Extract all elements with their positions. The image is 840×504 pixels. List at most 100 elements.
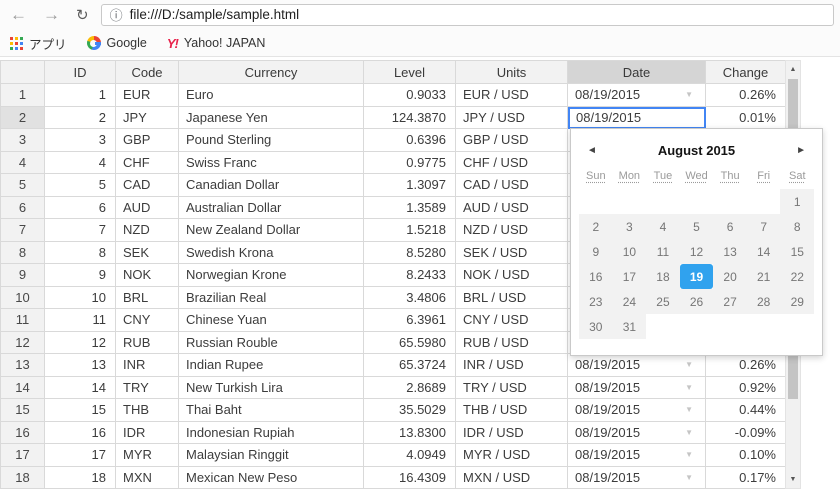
cell-level[interactable]: 2.8689	[364, 376, 456, 399]
cell-level[interactable]: 6.3961	[364, 309, 456, 332]
calendar-day[interactable]: 26	[679, 289, 714, 314]
row-header[interactable]: 6	[1, 196, 45, 219]
cell-code[interactable]: NZD	[116, 219, 179, 242]
cell-units[interactable]: THB / USD	[456, 399, 568, 422]
cell-currency[interactable]: Malaysian Ringgit	[179, 444, 364, 467]
cell-change[interactable]: 0.26%	[706, 354, 786, 377]
cell-currency[interactable]: Norwegian Krone	[179, 264, 364, 287]
cell-level[interactable]: 13.8300	[364, 421, 456, 444]
column-header-id[interactable]: ID	[45, 61, 116, 84]
cell-code[interactable]: CHF	[116, 151, 179, 174]
reload-button[interactable]: ↻	[76, 6, 89, 24]
row-header[interactable]: 1	[1, 84, 45, 107]
cell-date[interactable]: 08/19/2015	[568, 106, 706, 129]
calendar-prev-icon[interactable]: ◄	[587, 145, 597, 156]
cell-units[interactable]: INR / USD	[456, 354, 568, 377]
cell-id[interactable]: 9	[45, 264, 116, 287]
cell-units[interactable]: TRY / USD	[456, 376, 568, 399]
calendar-day[interactable]: 19	[679, 264, 714, 289]
cell-id[interactable]: 6	[45, 196, 116, 219]
cell-code[interactable]: INR	[116, 354, 179, 377]
cell-units[interactable]: CAD / USD	[456, 174, 568, 197]
column-header-change[interactable]: Change	[706, 61, 786, 84]
cell-id[interactable]: 14	[45, 376, 116, 399]
cell-id[interactable]: 16	[45, 421, 116, 444]
row-header[interactable]: 4	[1, 151, 45, 174]
cell-id[interactable]: 4	[45, 151, 116, 174]
cell-id[interactable]: 1	[45, 84, 116, 107]
cell-change[interactable]: 0.92%	[706, 376, 786, 399]
calendar-day[interactable]: 15	[780, 239, 815, 264]
cell-currency[interactable]: Russian Rouble	[179, 331, 364, 354]
dropdown-arrow-icon[interactable]: ▼	[685, 472, 693, 482]
cell-code[interactable]: GBP	[116, 129, 179, 152]
dropdown-arrow-icon[interactable]: ▼	[685, 382, 693, 392]
cell-id[interactable]: 15	[45, 399, 116, 422]
cell-units[interactable]: AUD / USD	[456, 196, 568, 219]
dropdown-arrow-icon[interactable]: ▼	[685, 90, 693, 100]
bookmark-yahoo[interactable]: Y! Yahoo! JAPAN	[167, 36, 266, 51]
cell-id[interactable]: 8	[45, 241, 116, 264]
calendar-day[interactable]: 9	[579, 239, 613, 264]
calendar-day[interactable]: 31	[612, 314, 647, 339]
cell-units[interactable]: SEK / USD	[456, 241, 568, 264]
calendar-day[interactable]: 25	[646, 289, 680, 314]
calendar-day[interactable]: 3	[612, 214, 647, 239]
cell-units[interactable]: CNY / USD	[456, 309, 568, 332]
column-header-level[interactable]: Level	[364, 61, 456, 84]
cell-currency[interactable]: Mexican New Peso	[179, 466, 364, 489]
cell-currency[interactable]: New Zealand Dollar	[179, 219, 364, 242]
calendar-day[interactable]: 16	[579, 264, 613, 289]
cell-currency[interactable]: New Turkish Lira	[179, 376, 364, 399]
cell-change[interactable]: 0.01%	[706, 106, 786, 129]
row-header[interactable]: 5	[1, 174, 45, 197]
column-header-units[interactable]: Units	[456, 61, 568, 84]
calendar-day[interactable]: 22	[780, 264, 815, 289]
cell-code[interactable]: CAD	[116, 174, 179, 197]
row-header[interactable]: 11	[1, 309, 45, 332]
cell-units[interactable]: MYR / USD	[456, 444, 568, 467]
calendar-day[interactable]: 8	[780, 214, 815, 239]
cell-code[interactable]: IDR	[116, 421, 179, 444]
cell-change[interactable]: 0.17%	[706, 466, 786, 489]
cell-currency[interactable]: Thai Baht	[179, 399, 364, 422]
cell-code[interactable]: SEK	[116, 241, 179, 264]
cell-code[interactable]: THB	[116, 399, 179, 422]
calendar-day[interactable]: 6	[713, 214, 747, 239]
row-header[interactable]: 9	[1, 264, 45, 287]
cell-date[interactable]: 08/19/2015 ▼	[568, 376, 706, 399]
cell-level[interactable]: 16.4309	[364, 466, 456, 489]
cell-id[interactable]: 12	[45, 331, 116, 354]
cell-change[interactable]: 0.26%	[706, 84, 786, 107]
row-header[interactable]: 18	[1, 466, 45, 489]
bookmark-apps[interactable]: アプリ	[10, 34, 67, 53]
cell-currency[interactable]: Canadian Dollar	[179, 174, 364, 197]
cell-date[interactable]: 08/19/2015 ▼	[568, 444, 706, 467]
cell-id[interactable]: 17	[45, 444, 116, 467]
calendar-day[interactable]: 20	[713, 264, 747, 289]
cell-level[interactable]: 1.5218	[364, 219, 456, 242]
calendar-day[interactable]: 30	[579, 314, 613, 339]
row-header[interactable]: 16	[1, 421, 45, 444]
cell-id[interactable]: 7	[45, 219, 116, 242]
calendar-day[interactable]: 24	[612, 289, 647, 314]
cell-currency[interactable]: Euro	[179, 84, 364, 107]
cell-units[interactable]: NOK / USD	[456, 264, 568, 287]
calendar-next-icon[interactable]: ►	[796, 145, 806, 156]
cell-code[interactable]: MXN	[116, 466, 179, 489]
cell-currency[interactable]: Brazilian Real	[179, 286, 364, 309]
cell-change[interactable]: 0.10%	[706, 444, 786, 467]
calendar-day[interactable]: 28	[746, 289, 781, 314]
cell-code[interactable]: JPY	[116, 106, 179, 129]
cell-change[interactable]: 0.44%	[706, 399, 786, 422]
cell-currency[interactable]: Japanese Yen	[179, 106, 364, 129]
calendar-day[interactable]: 11	[646, 239, 680, 264]
dropdown-arrow-icon[interactable]: ▼	[685, 405, 693, 415]
cell-date[interactable]: 08/19/2015 ▼	[568, 421, 706, 444]
cell-units[interactable]: RUB / USD	[456, 331, 568, 354]
bookmark-google[interactable]: Google	[86, 36, 147, 50]
cell-date[interactable]: 08/19/2015 ▼	[568, 354, 706, 377]
cell-level[interactable]: 65.3724	[364, 354, 456, 377]
cell-code[interactable]: NOK	[116, 264, 179, 287]
cell-change[interactable]: -0.09%	[706, 421, 786, 444]
